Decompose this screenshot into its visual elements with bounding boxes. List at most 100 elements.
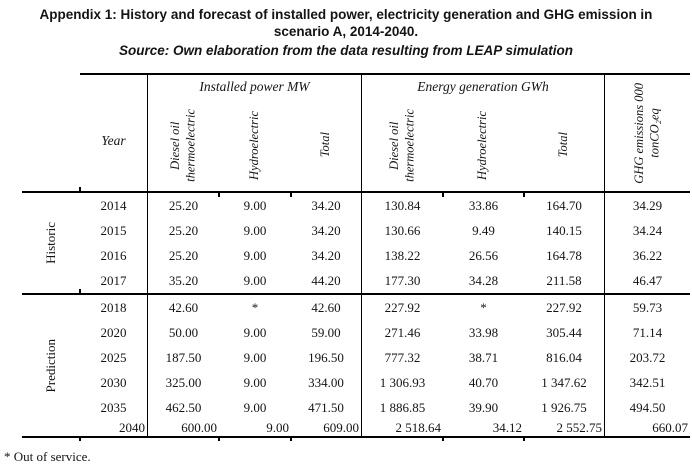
energy-diesel-cell: 1 306.93 [379, 374, 426, 390]
installed-total-cell: 42.60 [291, 295, 362, 320]
installed-diesel-header: Diesel oil thermoelectric [148, 99, 219, 191]
installed-hydro-header-label: Hydroelectric [246, 110, 261, 180]
historic-rows: 2014 25.20 9.00 34.20 130.84 33.86 164.7… [80, 193, 690, 293]
installed-power-group: Installed power MW Diesel oil thermoelec… [148, 73, 362, 193]
energy-hydro-header: Hydroelectric [443, 99, 524, 191]
installed-total-cell: 34.20 [291, 193, 362, 218]
border-tick [442, 437, 444, 441]
installed-hydro-header: Hydroelectric [219, 99, 290, 191]
energy-hydro-cell: 33.86 [468, 197, 499, 213]
installed-total-header-label: Total [317, 132, 332, 158]
year-cell: 2035 [80, 395, 148, 420]
ghg-cell: 203.72 [629, 349, 666, 365]
appendix-title-line2: scenario A, 2014-2040. [273, 24, 419, 39]
border-tick [523, 193, 525, 197]
historic-section: Historic 2014 25.20 9.00 34.20 130.84 33… [22, 193, 690, 293]
energy-total-cell: 1 347.62 [524, 370, 605, 395]
installed-total-cell: 334.00 [291, 370, 362, 395]
installed-diesel-cell: 25.20 [168, 197, 199, 213]
year-cell: 2030 [80, 370, 148, 395]
installed-total-header: Total [290, 99, 361, 191]
prediction-section-label: Prediction [43, 338, 58, 393]
installed-total-cell: 34.20 [291, 243, 362, 268]
ghg-emissions-header-label: GHG emissions 000 tonCO₂eq [631, 82, 662, 184]
installed-hydro-cell: * [251, 299, 259, 315]
energy-hydro-cell: 33.98 [468, 324, 499, 340]
border-tick [79, 187, 81, 191]
energy-diesel-cell: 177.30 [384, 272, 421, 288]
ghg-emissions-header: GHG emissions 000 tonCO₂eq [605, 73, 690, 193]
energy-hydro-cell: 26.56 [468, 247, 499, 263]
document-header: Appendix 1: History and forecast of inst… [0, 6, 692, 59]
installed-hydro-cell: 9.00 [243, 324, 267, 340]
energy-generation-group: Energy generation GWh Diesel oil thermoe… [362, 73, 605, 193]
historic-section-label-cell: Historic [22, 193, 80, 293]
installed-diesel-cell: 462.50 [165, 399, 202, 415]
installed-hydro-cell: 9.00 [243, 349, 267, 365]
energy-hydro-cell: 34.12 [492, 420, 522, 435]
energy-hydro-cell: * [480, 299, 487, 315]
table-row: 2040 600.00 9.00 609.00 2 518.64 34.12 2… [80, 420, 690, 436]
installed-diesel-cell: 325.00 [165, 374, 202, 390]
header-corner-cell [22, 73, 80, 193]
installed-total-cell: 609.00 [291, 420, 362, 436]
energy-total-cell: 164.78 [524, 243, 605, 268]
ghg-cell: 660.07 [652, 420, 688, 435]
footnote: * Out of service. [4, 449, 91, 464]
energy-total-cell: 2 552.75 [524, 420, 605, 436]
year-cell: 2018 [80, 295, 148, 320]
energy-total-cell: 211.58 [524, 268, 605, 293]
installed-hydro-cell: 9.00 [243, 374, 267, 390]
energy-total-cell: 140.15 [524, 218, 605, 243]
installed-diesel-cell: 42.60 [168, 299, 199, 315]
installed-total-cell: 34.20 [291, 218, 362, 243]
installed-total-cell: 59.00 [291, 320, 362, 345]
installed-diesel-cell: 25.20 [168, 247, 199, 263]
appendix-title-line1: Appendix 1: History and forecast of inst… [39, 7, 653, 22]
table-row: 2018 42.60 * 42.60 227.92 * 227.92 59.73 [80, 295, 690, 320]
table-row: 2017 35.20 9.00 44.20 177.30 34.28 211.5… [80, 268, 690, 293]
table-header: Year Installed power MW Diesel oil therm… [22, 73, 690, 193]
ghg-cell: 342.51 [629, 374, 666, 390]
year-cell: 2025 [80, 345, 148, 370]
border-tick [79, 289, 81, 293]
table-row: 2020 50.00 9.00 59.00 271.46 33.98 305.4… [80, 320, 690, 345]
ghg-cell: 34.29 [632, 197, 663, 213]
prediction-section-label-cell: Prediction [22, 295, 80, 436]
energy-diesel-header-label: Diesel oil thermoelectric [386, 108, 417, 182]
installed-diesel-cell: 35.20 [168, 272, 199, 288]
energy-diesel-cell: 138.22 [384, 247, 421, 263]
installed-hydro-cell: 9.00 [266, 420, 289, 435]
year-header-cell: Year [80, 73, 148, 193]
table-row: 2025 187.50 9.00 196.50 777.32 38.71 816… [80, 345, 690, 370]
energy-hydro-cell: 9.49 [472, 222, 495, 238]
border-tick [523, 437, 525, 441]
table-row: 2014 25.20 9.00 34.20 130.84 33.86 164.7… [80, 193, 690, 218]
installed-total-cell: 196.50 [291, 345, 362, 370]
energy-diesel-cell: 1 886.85 [379, 399, 426, 415]
ghg-cell: 71.14 [632, 324, 663, 340]
year-cell: 2020 [80, 320, 148, 345]
installed-hydro-cell: 9.00 [243, 399, 267, 415]
installed-diesel-cell: 600.00 [181, 420, 217, 435]
installed-hydro-cell: 9.00 [243, 272, 267, 288]
border-tick [290, 193, 292, 197]
prediction-rows: 2018 42.60 * 42.60 227.92 * 227.92 59.73… [80, 295, 690, 436]
table-row: 2035 462.50 9.00 471.50 1 886.85 39.90 1… [80, 395, 690, 420]
ghg-cell: 494.50 [629, 399, 666, 415]
energy-total-header: Total [523, 99, 604, 191]
year-cell: 2016 [80, 243, 148, 268]
prediction-section: Prediction 2018 42.60 * 42.60 227.92 * 2… [22, 293, 690, 436]
installed-hydro-cell: 9.00 [243, 222, 267, 238]
ghg-cell: 46.47 [632, 272, 663, 288]
installed-diesel-cell: 187.50 [165, 349, 202, 365]
border-tick [218, 437, 220, 441]
installed-diesel-cell: 50.00 [168, 324, 199, 340]
installed-power-group-label: Installed power MW [199, 79, 310, 94]
installed-total-cell: 471.50 [291, 395, 362, 420]
table-row: 2016 25.20 9.00 34.20 138.22 26.56 164.7… [80, 243, 690, 268]
installed-hydro-cell: 9.00 [243, 197, 267, 213]
energy-total-cell: 816.04 [524, 345, 605, 370]
energy-total-header-label: Total [555, 132, 570, 158]
source-line: Source: Own elaboration from the data re… [118, 43, 574, 58]
